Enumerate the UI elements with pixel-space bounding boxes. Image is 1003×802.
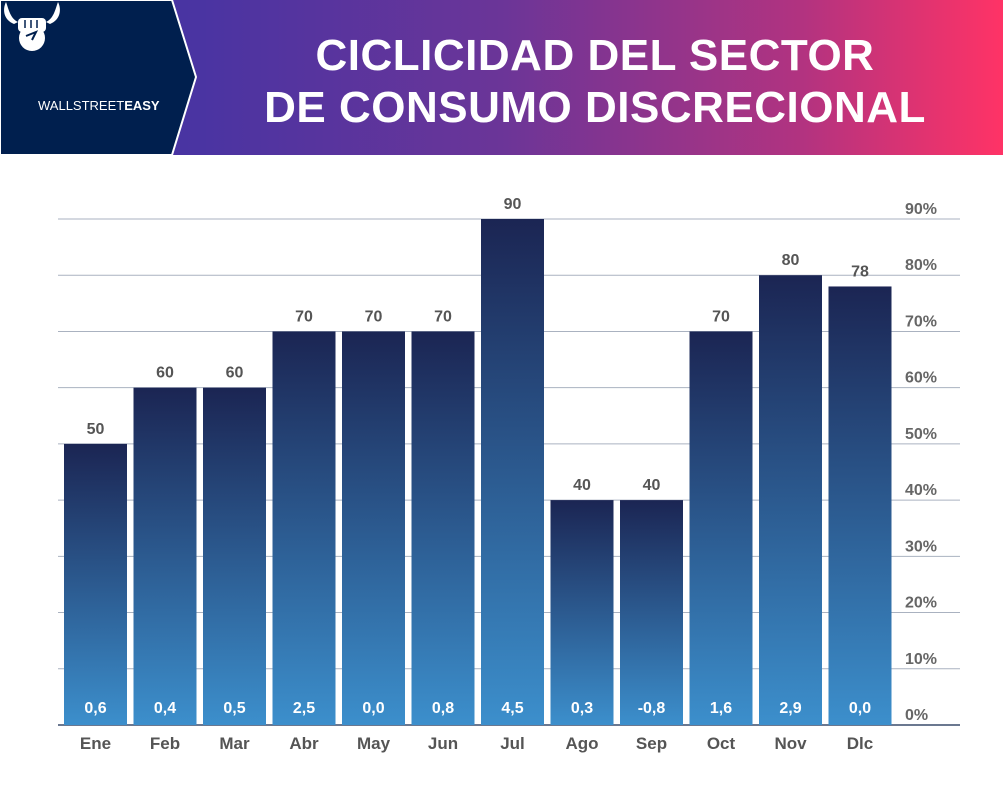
bar-return-label: 0,5 (223, 700, 245, 717)
x-tick-label: Feb (150, 734, 180, 753)
title-line-1: CICLICIDAD DEL SECTOR (315, 31, 875, 80)
header-banner: WALLSTREETEASY CICLICIDAD DEL SECTOR DE … (0, 0, 1003, 155)
page-title: CICLICIDAD DEL SECTOR DE CONSUMO DISCREC… (200, 30, 990, 134)
bar (550, 500, 614, 725)
y-tick-label: 0% (905, 707, 928, 724)
x-tick-label: Ene (80, 734, 111, 753)
brand-name: WALLSTREETEASY (38, 98, 160, 113)
bar-return-label: 0,4 (154, 700, 176, 717)
bar-value-label: 70 (712, 308, 730, 325)
bar (689, 331, 753, 725)
brand-name-bold: EASY (124, 98, 160, 113)
bar (203, 387, 266, 725)
bar-value-label: 70 (434, 308, 452, 325)
bar-value-label: 50 (87, 421, 105, 438)
bar-return-label: 0,8 (432, 700, 454, 717)
bar-return-label: 0,6 (84, 700, 106, 717)
y-tick-label: 40% (905, 482, 937, 499)
bull-fist-icon (4, 2, 60, 51)
x-tick-label: Sep (636, 734, 667, 753)
y-tick-label: 20% (905, 595, 937, 612)
y-tick-label: 70% (905, 313, 937, 330)
bar-value-label: 60 (156, 365, 174, 382)
x-tick-label: Dlc (847, 734, 873, 753)
bar (620, 500, 683, 725)
x-tick-label: Abr (289, 734, 319, 753)
brand-name-light: WALLSTREET (38, 98, 125, 113)
logo-panel: WALLSTREETEASY (0, 0, 200, 155)
bar (64, 443, 127, 725)
bar-value-label: 40 (573, 477, 591, 494)
bar (759, 275, 822, 725)
x-tick-label: May (357, 734, 391, 753)
bar-chart: 0% 10% 20% 30% 40% 50% 60% 70% 80% 90% 50 0,6 Ene 60… (0, 155, 1003, 802)
bar-return-label: 4,5 (501, 700, 523, 717)
y-tick-label: 90% (905, 201, 937, 218)
y-tick-label: 60% (905, 370, 937, 387)
x-tick-label: Ago (565, 734, 598, 753)
bar-return-label: 1,6 (710, 700, 732, 717)
bar (272, 331, 336, 725)
bar-return-label: 2,5 (293, 700, 315, 717)
bar-value-label: 70 (295, 308, 313, 325)
title-line-2: DE CONSUMO DISCRECIONAL (264, 83, 926, 132)
bar (481, 219, 544, 725)
y-tick-label: 50% (905, 426, 937, 443)
bar (828, 286, 892, 725)
y-tick-label: 10% (905, 651, 937, 668)
bar-value-label: 40 (643, 477, 661, 494)
bar-value-label: 60 (226, 365, 244, 382)
x-tick-label: Nov (774, 734, 807, 753)
bar-value-label: 78 (851, 263, 869, 280)
bar-return-label: 0,3 (571, 700, 593, 717)
x-tick-label: Mar (219, 734, 250, 753)
bar-value-label: 80 (782, 252, 800, 269)
bar-return-label: 2,9 (779, 700, 801, 717)
x-tick-label: Jun (428, 734, 458, 753)
bar-return-label: 0,0 (362, 700, 384, 717)
chart-svg: 0% 10% 20% 30% 40% 50% 60% 70% 80% 90% 50 0,6 Ene 60… (58, 196, 960, 753)
bar (342, 331, 405, 725)
logo-panel-shape (0, 0, 198, 155)
y-tick-label: 30% (905, 538, 937, 555)
bar (411, 331, 475, 725)
bar-return-label: 0,0 (849, 700, 871, 717)
bar-value-label: 70 (365, 308, 383, 325)
bar-value-label: 90 (504, 196, 522, 213)
x-tick-label: Jul (500, 734, 525, 753)
bar-return-label: -0,8 (638, 700, 666, 717)
x-tick-label: Oct (707, 734, 736, 753)
bar (133, 387, 197, 725)
y-tick-label: 80% (905, 257, 937, 274)
